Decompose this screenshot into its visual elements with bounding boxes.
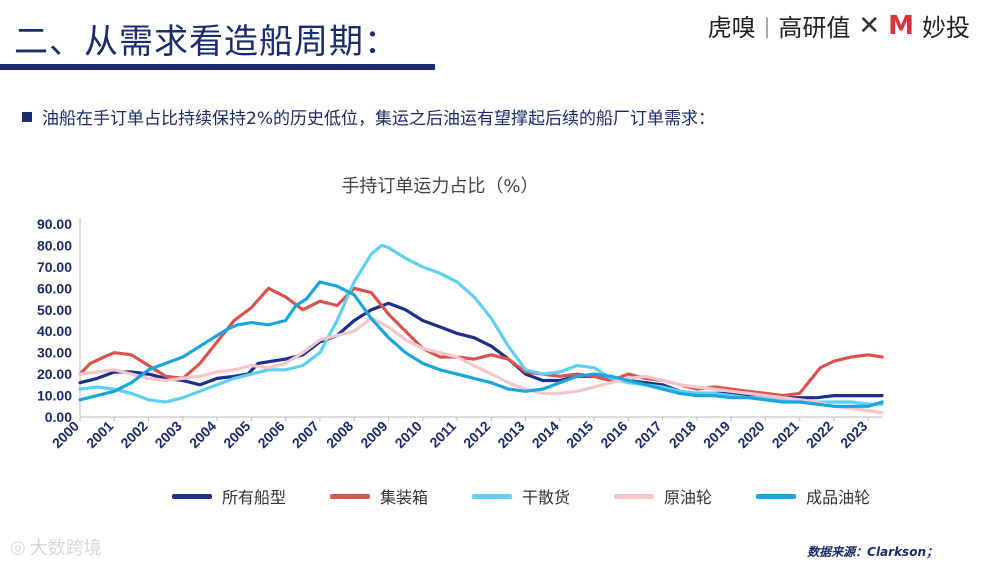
brand-gaoyanzhi: 高研值 bbox=[778, 14, 851, 42]
legend-item: 集装箱 bbox=[330, 484, 428, 508]
data-source: 数据来源：Clarkson； bbox=[807, 545, 938, 559]
x-tick-label: 2002 bbox=[117, 418, 150, 451]
x-tick-label: 2003 bbox=[152, 418, 185, 451]
x-tick-label: 2014 bbox=[529, 418, 562, 451]
y-tick-label: 10.00 bbox=[37, 388, 72, 404]
chart-title: 手持订单运力占比（%） bbox=[341, 176, 539, 197]
x-tick-label: 2019 bbox=[700, 418, 733, 451]
brand-miaotou: 妙投 bbox=[922, 14, 970, 42]
y-tick-label: 70.00 bbox=[37, 259, 72, 275]
y-tick-label: 80.00 bbox=[37, 237, 72, 253]
legend-item: 成品油轮 bbox=[756, 484, 870, 508]
y-tick-label: 20.00 bbox=[37, 366, 72, 382]
title-underline bbox=[0, 64, 435, 70]
legend-swatch bbox=[330, 493, 371, 499]
brand-header: 虎嗅 | 高研值 ✕ M 妙投 bbox=[708, 8, 970, 43]
x-tick-label: 2022 bbox=[803, 418, 836, 451]
legend-swatch bbox=[756, 493, 797, 499]
x-tick-label: 2020 bbox=[734, 418, 767, 451]
x-tick-label: 2009 bbox=[357, 418, 390, 451]
brand-separator: | bbox=[763, 13, 771, 38]
cross-icon: ✕ bbox=[858, 10, 881, 41]
x-tick-label: 2011 bbox=[426, 418, 459, 451]
x-tick-label: 2006 bbox=[254, 418, 287, 451]
y-tick-label: 40.00 bbox=[37, 323, 72, 339]
chart-legend: 所有船型 集装箱 干散货 原油轮 成品油轮 bbox=[172, 484, 870, 508]
legend-label: 集装箱 bbox=[380, 488, 429, 507]
bullet-point: 油船在手订单占比持续保持2%的历史低位，集运之后油运有望撑起后续的船厂订单需求： bbox=[22, 104, 715, 129]
x-tick-label: 2010 bbox=[392, 418, 425, 451]
x-tick-label: 2023 bbox=[837, 418, 870, 451]
y-tick-label: 90.00 bbox=[37, 216, 72, 232]
x-tick-label: 2012 bbox=[460, 418, 493, 451]
x-tick-label: 2008 bbox=[323, 418, 356, 451]
watermark: ◎ 大数跨境 bbox=[10, 534, 102, 560]
legend-label: 干散货 bbox=[522, 488, 571, 507]
miaotou-logo-icon: M bbox=[888, 10, 914, 41]
page-title: 二、从需求看造船周期： bbox=[14, 22, 399, 62]
legend-label: 原油轮 bbox=[664, 488, 713, 507]
x-tick-label: 2017 bbox=[631, 418, 664, 451]
legend-swatch bbox=[614, 493, 655, 499]
legend-swatch bbox=[172, 493, 212, 499]
series-line-2 bbox=[78, 286, 884, 398]
legend-label: 所有船型 bbox=[222, 488, 287, 507]
legend-item: 所有船型 bbox=[172, 484, 286, 508]
series-line-1 bbox=[78, 301, 884, 400]
x-tick-label: 2007 bbox=[289, 418, 322, 451]
y-tick-label: 60.00 bbox=[37, 280, 72, 296]
x-tick-label: 2016 bbox=[597, 418, 630, 451]
series-line-5 bbox=[78, 280, 884, 408]
watermark-text: 大数跨境 bbox=[29, 538, 102, 559]
x-tick-label: 2013 bbox=[494, 418, 527, 451]
y-tick-label: 50.00 bbox=[37, 302, 72, 318]
x-tick-label: 2005 bbox=[220, 418, 253, 451]
x-tick-label: 2018 bbox=[666, 418, 699, 451]
bullet-text: 油船在手订单占比持续保持2%的历史低位，集运之后油运有望撑起后续的船厂订单需求： bbox=[42, 109, 715, 129]
legend-item: 原油轮 bbox=[614, 484, 712, 508]
x-tick-label: 2001 bbox=[83, 418, 116, 451]
brand-huxiu: 虎嗅 bbox=[707, 14, 756, 42]
y-tick-label: 30.00 bbox=[37, 345, 72, 361]
square-bullet-icon bbox=[22, 111, 32, 122]
series-line-4 bbox=[78, 316, 884, 415]
x-tick-label: 2004 bbox=[186, 418, 219, 451]
legend-label: 成品油轮 bbox=[806, 488, 871, 507]
legend-swatch bbox=[472, 493, 513, 499]
x-tick-label: 2015 bbox=[563, 418, 596, 451]
y-tick-label: 0.00 bbox=[45, 409, 72, 425]
watermark-logo-icon: ◎ bbox=[10, 536, 26, 558]
x-tick-label: 2021 bbox=[769, 418, 802, 451]
legend-item: 干散货 bbox=[472, 484, 570, 508]
